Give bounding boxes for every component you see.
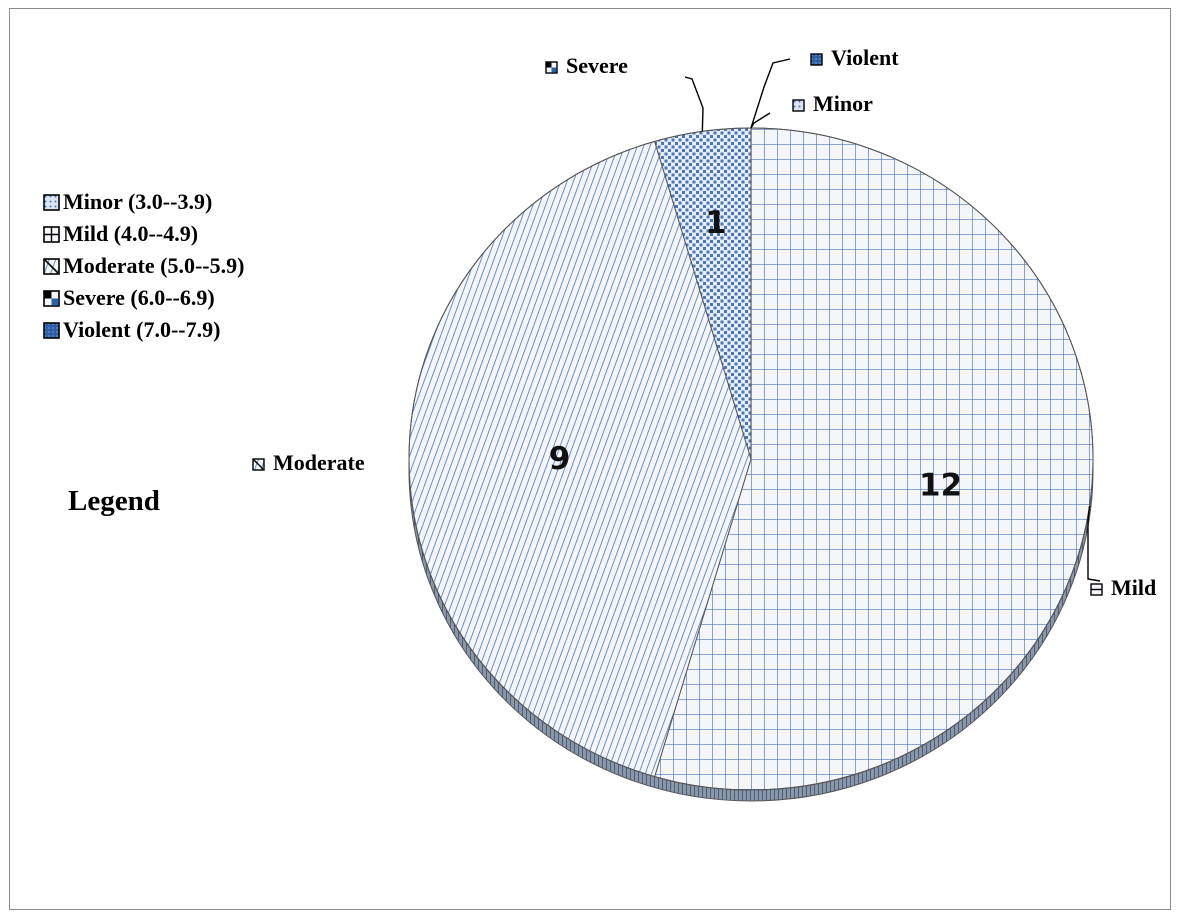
severe-swatch-icon — [43, 290, 60, 307]
legend-entry-severe: Severe (6.0--6.9) — [43, 285, 215, 311]
data-label-mild: 12 — [919, 467, 962, 503]
pie-data-labels: 12 9 1 — [549, 205, 962, 503]
violent-callout-swatch-icon — [810, 53, 823, 66]
mild-swatch-icon — [43, 226, 60, 243]
leader-line-violent — [750, 58, 791, 129]
moderate-swatch-icon — [43, 258, 60, 275]
pie-leader-lines — [684, 58, 1101, 582]
violent-swatch-icon — [43, 322, 60, 339]
minor-swatch-icon — [43, 194, 60, 211]
data-label-moderate: 9 — [549, 441, 571, 477]
callout-minor: Minor — [792, 91, 873, 117]
legend-entry-mild: Mild (4.0--4.9) — [43, 221, 198, 247]
legend-entry-moderate: Moderate (5.0--5.9) — [43, 253, 244, 279]
minor-callout-swatch-icon — [792, 99, 805, 112]
leader-line-severe — [684, 76, 704, 132]
data-label-severe: 1 — [705, 205, 727, 241]
pie-slices — [408, 127, 1094, 791]
callout-violent: Violent — [810, 45, 899, 71]
severe-callout-swatch-icon — [545, 61, 558, 74]
mild-callout-swatch-icon — [1090, 583, 1103, 596]
leader-line-mild — [1087, 506, 1101, 582]
callout-mild: Mild — [1090, 575, 1156, 601]
legend-entry-minor: Minor (3.0--3.9) — [43, 189, 212, 215]
legend-entry-violent: Violent (7.0--7.9) — [43, 317, 220, 343]
legend-title: Legend — [68, 485, 160, 517]
callout-moderate: Moderate — [252, 450, 365, 476]
callout-severe: Severe — [545, 53, 628, 79]
moderate-callout-swatch-icon — [252, 458, 265, 471]
chart-frame: 12 9 1 Minor (3.0--3.9) Mild (4.0--4.9) Mo… — [9, 8, 1171, 910]
pie-chart: 12 9 1 — [408, 58, 1101, 802]
